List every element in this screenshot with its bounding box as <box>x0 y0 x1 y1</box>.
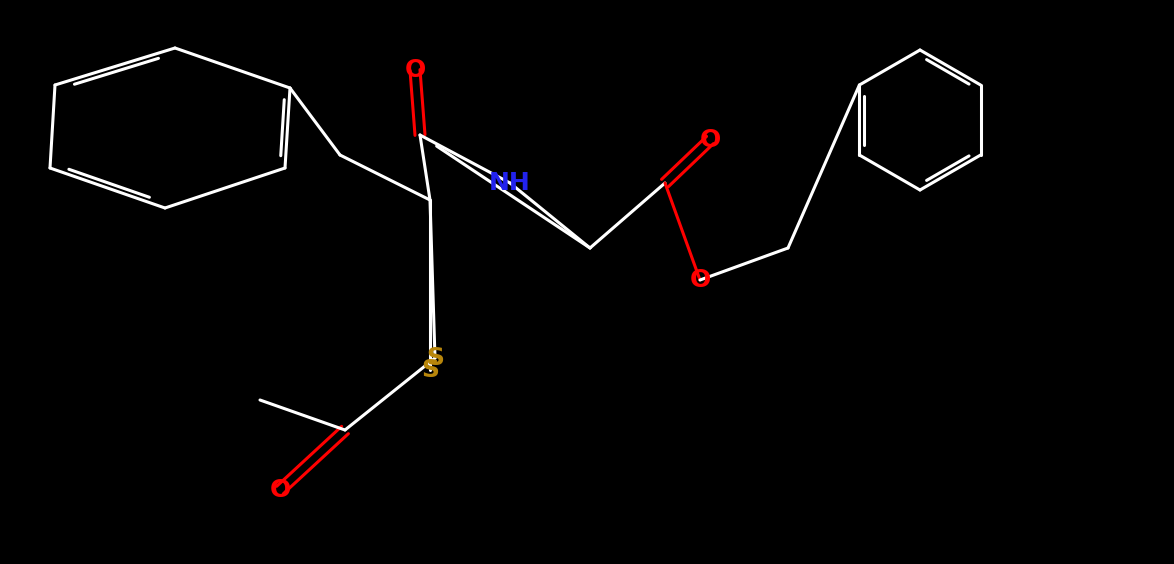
Text: O: O <box>269 478 291 502</box>
Text: O: O <box>700 128 721 152</box>
Text: O: O <box>689 268 710 292</box>
Text: NH: NH <box>490 171 531 195</box>
Text: S: S <box>426 346 444 370</box>
Text: O: O <box>404 58 426 82</box>
Text: S: S <box>421 358 439 382</box>
